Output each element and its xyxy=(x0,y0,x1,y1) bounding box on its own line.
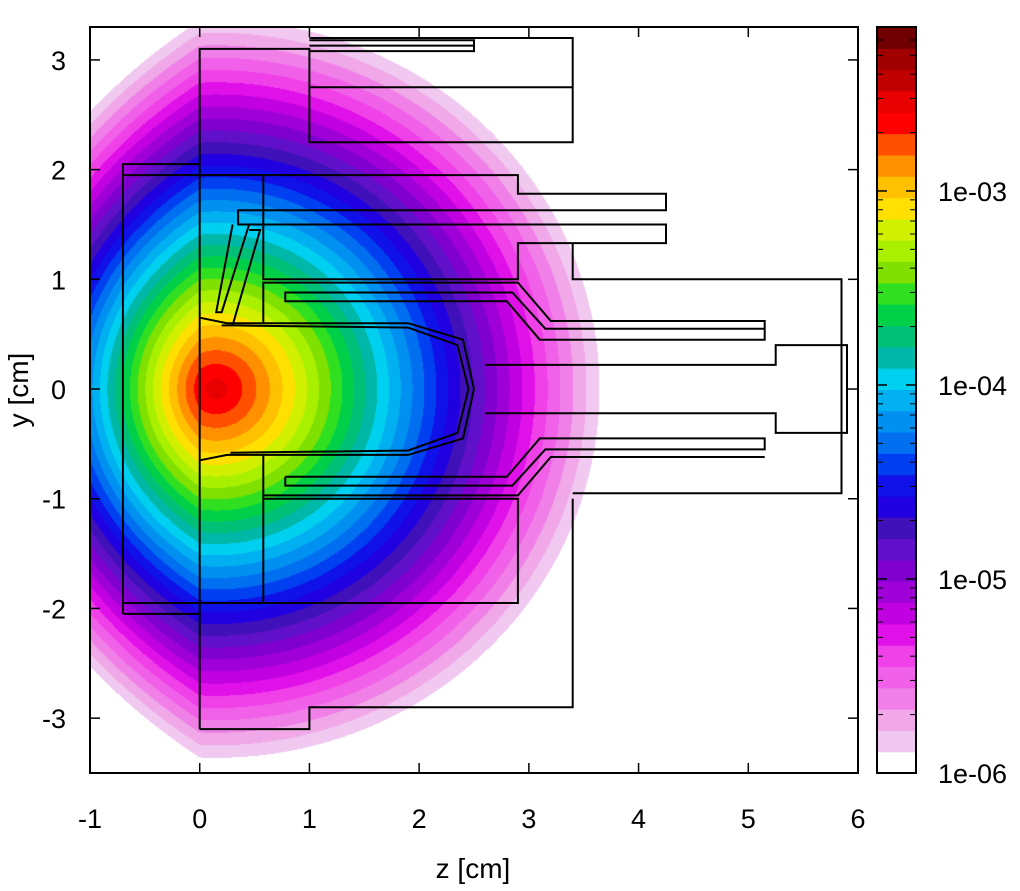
y-tick-label: -2 xyxy=(42,594,66,624)
colorbar-band xyxy=(877,709,916,731)
colorbar-band xyxy=(877,69,916,92)
colorbar-band xyxy=(877,581,916,604)
outline-path xyxy=(214,224,251,314)
colorbar-band xyxy=(877,176,916,199)
outline-path xyxy=(221,229,262,327)
x-axis-label: z [cm] xyxy=(436,853,511,884)
x-tick-label: 0 xyxy=(192,804,207,834)
colorbar-band xyxy=(877,261,916,284)
x-axis-ticks: -1 0 1 2 3 4 5 6 xyxy=(78,27,866,834)
outline-path xyxy=(262,281,766,341)
outline-path xyxy=(199,316,476,462)
colorbar-band xyxy=(877,538,916,561)
outline-path xyxy=(198,37,574,730)
plot-frame xyxy=(89,26,859,774)
plot-border xyxy=(89,26,859,774)
y-tick-label: 2 xyxy=(51,156,66,186)
colorbar-band xyxy=(877,559,916,582)
colorbar-border xyxy=(876,26,917,774)
colorbar-band xyxy=(877,48,916,71)
y-tick-label: 1 xyxy=(51,265,66,295)
colorbar-band xyxy=(877,751,916,774)
outline-path xyxy=(121,163,200,614)
outline-path xyxy=(263,456,765,497)
colorbar-band xyxy=(877,623,916,646)
colorbar-band xyxy=(877,431,916,454)
colorbar-band xyxy=(877,453,916,476)
x-tick-label: 6 xyxy=(850,804,865,834)
colorbar-band xyxy=(877,474,916,497)
outline-path xyxy=(571,243,843,495)
colorbar-tick-label: 1e-06 xyxy=(938,759,1007,789)
colorbar-band xyxy=(877,133,916,156)
colorbar-tick-label: 1e-05 xyxy=(938,565,1007,595)
x-tick-label: 5 xyxy=(741,804,756,834)
colorbar-band xyxy=(877,197,916,220)
y-axis-label: y [cm] xyxy=(3,353,34,428)
x-tick-label: 3 xyxy=(521,804,536,834)
colorbar-band xyxy=(877,27,916,49)
colorbar-band xyxy=(877,389,916,412)
heatmap-field xyxy=(90,27,858,773)
colorbar-band xyxy=(877,90,916,113)
x-tick-label: -1 xyxy=(78,804,102,834)
colorbar-band xyxy=(877,304,916,326)
colorbar-band xyxy=(877,666,916,689)
colorbar-band xyxy=(877,410,916,433)
colorbar-band xyxy=(877,495,916,518)
x-tick-label: 4 xyxy=(631,804,646,834)
x-tick-label: 2 xyxy=(412,804,427,834)
x-tick-label: 1 xyxy=(302,804,317,834)
heatmap-image xyxy=(90,27,858,773)
y-tick-label: 3 xyxy=(51,46,66,76)
colorbar-band xyxy=(877,687,916,710)
colorbar-band xyxy=(877,346,916,369)
colorbar-band xyxy=(877,730,916,753)
y-tick-label: -3 xyxy=(42,704,66,734)
outline-path xyxy=(199,498,574,731)
colorbar-band xyxy=(877,112,916,135)
colorbar-band xyxy=(877,517,916,540)
colorbar-band xyxy=(877,602,916,625)
geometry-outline xyxy=(121,37,848,731)
outline-path xyxy=(199,174,667,281)
outline-path xyxy=(485,344,848,434)
outline-path xyxy=(230,324,470,454)
colorbar-band xyxy=(877,218,916,241)
colorbar-band xyxy=(877,282,916,305)
colorbar-band xyxy=(877,154,916,177)
y-tick-label: 0 xyxy=(51,375,66,405)
y-axis-ticks: -3 -2 -1 0 1 2 3 xyxy=(42,46,858,734)
outline-path xyxy=(284,437,766,487)
colorbar-tick-label: 1e-04 xyxy=(938,371,1007,401)
colorbar-band xyxy=(877,240,916,263)
colorbar-tick-label: 1e-03 xyxy=(938,177,1007,207)
colorbar-band xyxy=(877,368,916,390)
y-tick-label: -1 xyxy=(42,485,66,515)
colorbar: 1e-06 1e-05 1e-04 1e-03 xyxy=(876,26,1007,789)
colorbar-band xyxy=(877,325,916,348)
colorbar-band xyxy=(877,645,916,668)
